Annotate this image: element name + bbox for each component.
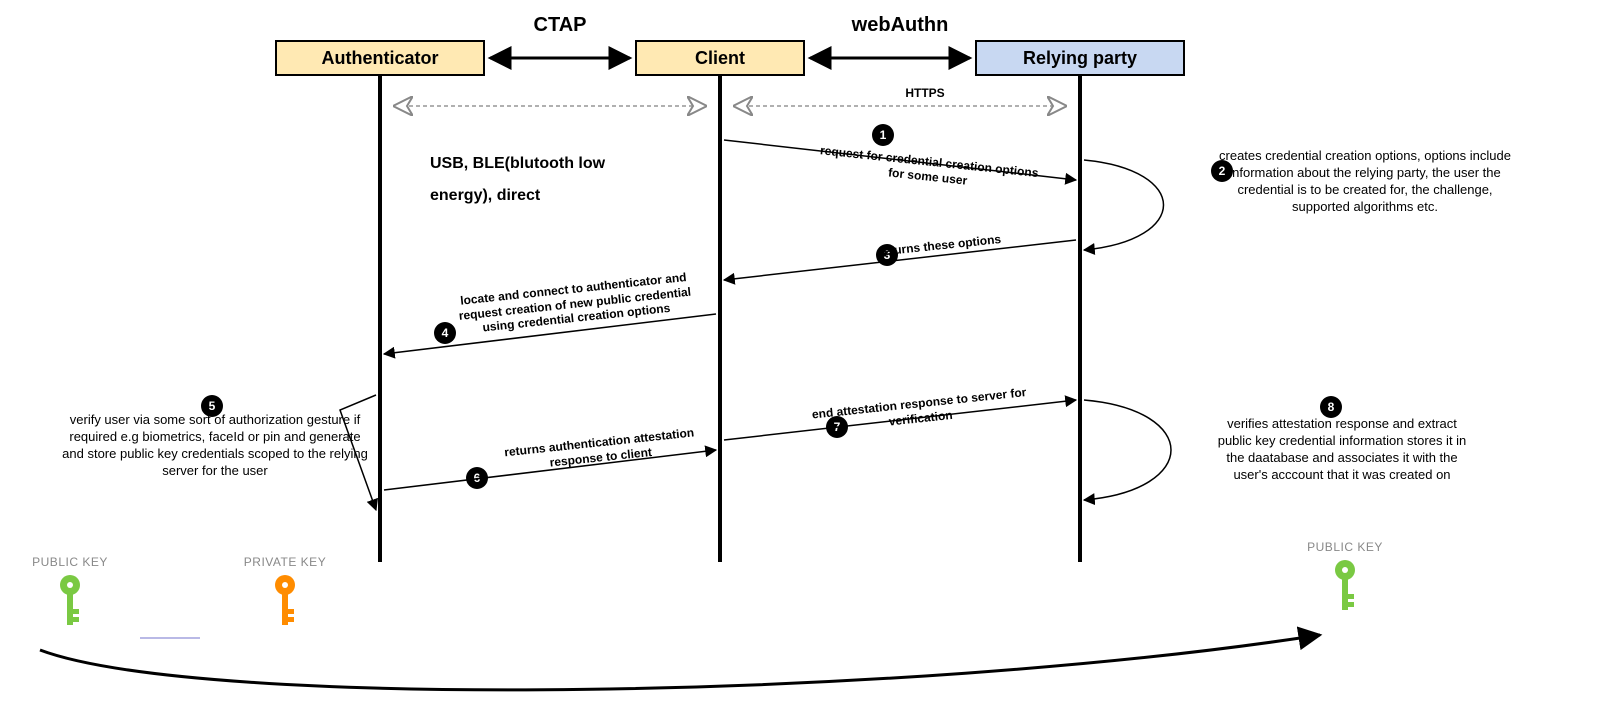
msg-step-6: returns authentication attestation respo… xyxy=(458,407,741,479)
participant-relying-party-label: Relying party xyxy=(1023,48,1137,69)
note-step-8-text: verifies attestation response and extrac… xyxy=(1218,416,1467,482)
participant-client-label: Client xyxy=(695,48,745,69)
protocol-webauthn: webAuthn xyxy=(830,14,970,37)
key-public-left-label: PUBLIC KEY xyxy=(30,555,110,569)
participant-client: Client xyxy=(635,40,805,76)
transport-usb-text: USB, BLE(blutooth low energy), direct xyxy=(430,148,690,212)
lifeline-authenticator xyxy=(378,76,382,562)
protocol-webauthn-label: webAuthn xyxy=(852,14,949,36)
note-step-8: verifies attestation response and extrac… xyxy=(1212,416,1472,484)
note-step-2-text: creates credential creation options, opt… xyxy=(1219,148,1511,214)
msg-step-3-text: returns these options xyxy=(878,232,1001,259)
step-badge-5-num: 5 xyxy=(209,399,216,413)
key-private-label: PRIVATE KEY xyxy=(240,555,330,569)
protocol-ctap: CTAP xyxy=(500,14,620,37)
lifeline-client xyxy=(718,76,722,562)
key-icon-public-left xyxy=(60,575,80,625)
msg-step-6-text: returns authentication attestation respo… xyxy=(504,426,695,470)
lifeline-relying-party xyxy=(1078,76,1082,562)
msg-step-4: locate and connect to authenticator and … xyxy=(417,252,731,342)
https-label-text: HTTPS xyxy=(905,86,944,100)
transport-usb-text-content: USB, BLE(blutooth low energy), direct xyxy=(430,155,605,204)
participant-authenticator-label: Authenticator xyxy=(322,48,439,69)
diagram-overlay xyxy=(0,0,1600,718)
key-public-right-label: PUBLIC KEY xyxy=(1300,540,1390,554)
msg-step-1-text: request for credential creation options … xyxy=(819,144,1039,188)
step-badge-8-num: 8 xyxy=(1328,400,1335,414)
bottom-curve-arrow xyxy=(40,635,1320,690)
msg-step-1: request for credential creation options … xyxy=(788,126,1071,198)
note-step-5-text: verify user via some sort of authorizati… xyxy=(62,412,368,478)
participant-authenticator: Authenticator xyxy=(275,40,485,76)
loop-step-8 xyxy=(1084,400,1171,500)
protocol-ctap-label: CTAP xyxy=(534,14,587,36)
note-step-5: verify user via some sort of authorizati… xyxy=(60,412,370,480)
msg-step-7-text: end attestation response to server for v… xyxy=(811,385,1027,428)
msg-step-4-text: locate and connect to authenticator and … xyxy=(458,270,692,334)
step-badge-8: 8 xyxy=(1320,396,1342,418)
key-private-label-text: PRIVATE KEY xyxy=(244,555,326,569)
key-public-right-label-text: PUBLIC KEY xyxy=(1307,540,1383,554)
key-icon-public-right xyxy=(1335,560,1355,610)
participant-relying-party: Relying party xyxy=(975,40,1185,76)
key-icon-private xyxy=(275,575,295,625)
msg-step-3: returns these options xyxy=(808,211,1070,267)
https-label: HTTPS xyxy=(865,86,985,100)
key-public-left-label-text: PUBLIC KEY xyxy=(32,555,108,569)
loop-step-2 xyxy=(1084,160,1164,250)
note-step-2: creates credential creation options, opt… xyxy=(1210,148,1520,216)
msg-step-7: end attestation response to server for v… xyxy=(768,367,1071,441)
